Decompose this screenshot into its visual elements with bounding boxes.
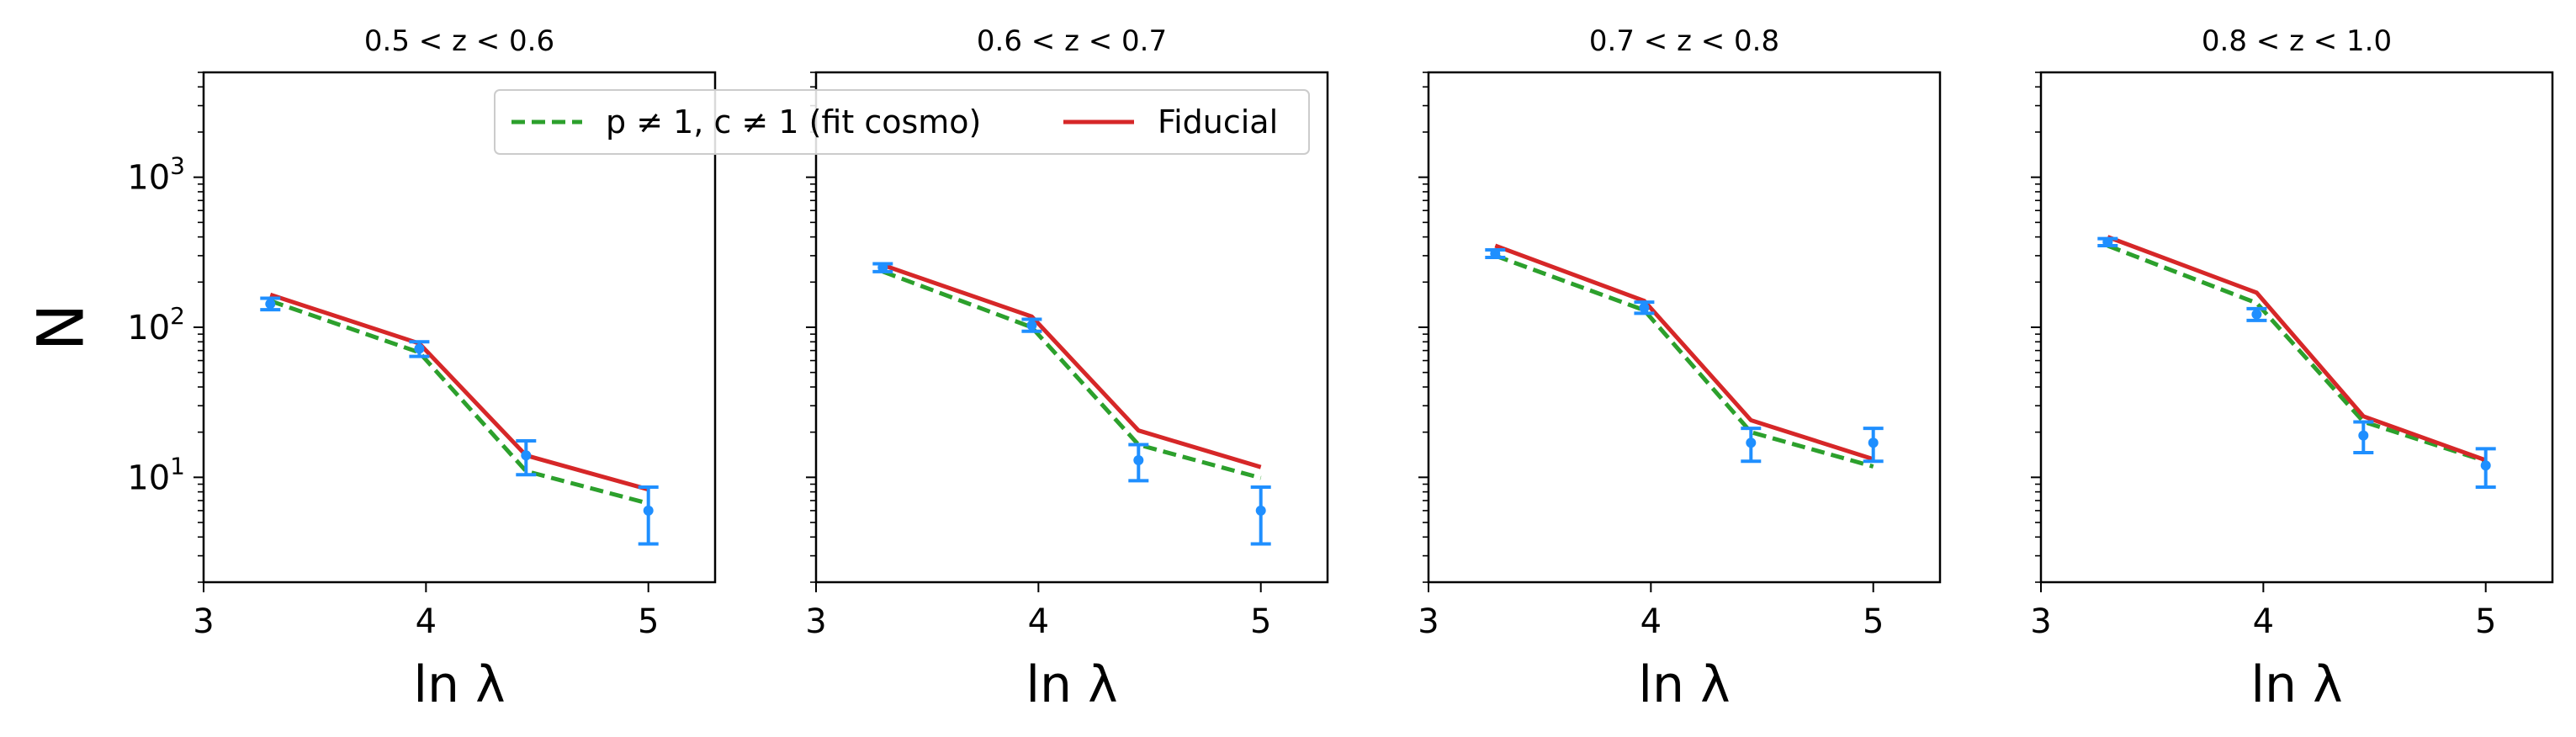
data-point xyxy=(1863,427,1884,464)
data-marker xyxy=(521,450,532,461)
fit-cosmo-line xyxy=(1494,253,1874,469)
legend: p ≠ 1, c ≠ 1 (fit cosmo) Fiducial xyxy=(494,89,1310,155)
x-tick-label: 3 xyxy=(193,602,214,641)
plot-frame xyxy=(1427,71,1942,584)
data-point xyxy=(1250,485,1271,546)
data-point xyxy=(2246,306,2267,322)
y-axis-label: N xyxy=(24,304,98,352)
x-tick-label: 3 xyxy=(2030,602,2051,641)
data-marker xyxy=(1133,455,1144,466)
data-marker xyxy=(2251,309,2262,320)
plot-frame xyxy=(2039,71,2554,584)
data-marker xyxy=(877,262,888,273)
x-tick-label: 5 xyxy=(1250,602,1271,641)
data-point xyxy=(2353,420,2374,455)
panel-2: 0.6 < z < 0.7 3 4 5 ln λ xyxy=(805,24,1329,714)
panel-title: 0.8 < z < 1.0 xyxy=(2202,24,2392,58)
x-tick-label: 4 xyxy=(2253,602,2274,641)
x-tick-label: 5 xyxy=(2475,602,2496,641)
data-point xyxy=(1485,247,1506,260)
x-axis-label: ln λ xyxy=(1638,655,1730,714)
data-point xyxy=(872,262,893,273)
panel-3: 0.7 < z < 0.8 3 4 5 ln λ xyxy=(1418,24,1942,714)
data-point xyxy=(260,296,281,312)
data-point xyxy=(2097,236,2118,247)
data-point xyxy=(516,438,537,477)
x-tick-label: 5 xyxy=(1863,602,1884,641)
y-tick-label: 101 xyxy=(127,452,185,497)
fiducial-line xyxy=(882,262,1262,469)
data-point xyxy=(1128,443,1149,483)
x-tick-label: 3 xyxy=(1418,602,1439,641)
data-point xyxy=(409,340,430,358)
fiducial-line xyxy=(1494,243,1874,462)
x-axis-label: ln λ xyxy=(1026,655,1117,714)
legend-label: Fiducial xyxy=(1158,103,1278,141)
x-axis-label: ln λ xyxy=(413,655,505,714)
data-point xyxy=(638,485,659,546)
x-tick-label: 4 xyxy=(416,602,437,641)
panel-title: 0.5 < z < 0.6 xyxy=(364,24,554,58)
data-marker xyxy=(1639,302,1650,313)
plot-frame xyxy=(814,71,1329,584)
data-point xyxy=(1634,300,1655,315)
y-tick-label: 102 xyxy=(127,302,185,347)
data-marker xyxy=(1255,505,1266,516)
x-tick-label: 4 xyxy=(1028,602,1049,641)
data-point xyxy=(2475,447,2496,490)
data-marker xyxy=(2358,430,2369,441)
panel-1: 0.5 < z < 0.6 101 102 103 3 4 5 ln λ xyxy=(127,24,717,714)
legend-entry: Fiducial xyxy=(1063,103,1278,141)
panel-title: 0.6 < z < 0.7 xyxy=(977,24,1167,58)
data-marker xyxy=(643,505,654,516)
data-marker xyxy=(265,299,276,310)
data-marker xyxy=(1868,437,1879,448)
data-marker xyxy=(2102,236,2113,247)
fit-cosmo-line xyxy=(2107,243,2487,464)
plot-frame xyxy=(202,71,717,584)
data-marker xyxy=(2480,460,2491,471)
data-marker xyxy=(1490,248,1501,259)
fiducial-line xyxy=(2107,235,2487,463)
legend-label: p ≠ 1, c ≠ 1 (fit cosmo) xyxy=(606,103,981,141)
fiducial-line xyxy=(269,292,649,492)
data-point xyxy=(1741,427,1762,464)
x-axis-label: ln λ xyxy=(2250,655,2342,714)
data-marker xyxy=(1026,320,1037,331)
panel-4: 0.8 < z < 1.0 3 4 5 ln λ xyxy=(2030,24,2554,714)
y-tick-label: 103 xyxy=(127,152,185,198)
data-marker xyxy=(1746,437,1757,448)
legend-box xyxy=(494,89,1310,155)
x-tick-label: 4 xyxy=(1640,602,1662,641)
x-tick-label: 3 xyxy=(805,602,826,641)
x-tick-label: 5 xyxy=(638,602,659,641)
panel-title: 0.7 < z < 0.8 xyxy=(1589,24,1779,58)
data-point xyxy=(1021,317,1042,333)
legend-entry: p ≠ 1, c ≠ 1 (fit cosmo) xyxy=(511,103,981,141)
data-marker xyxy=(414,343,425,354)
fit-cosmo-line xyxy=(882,269,1262,480)
